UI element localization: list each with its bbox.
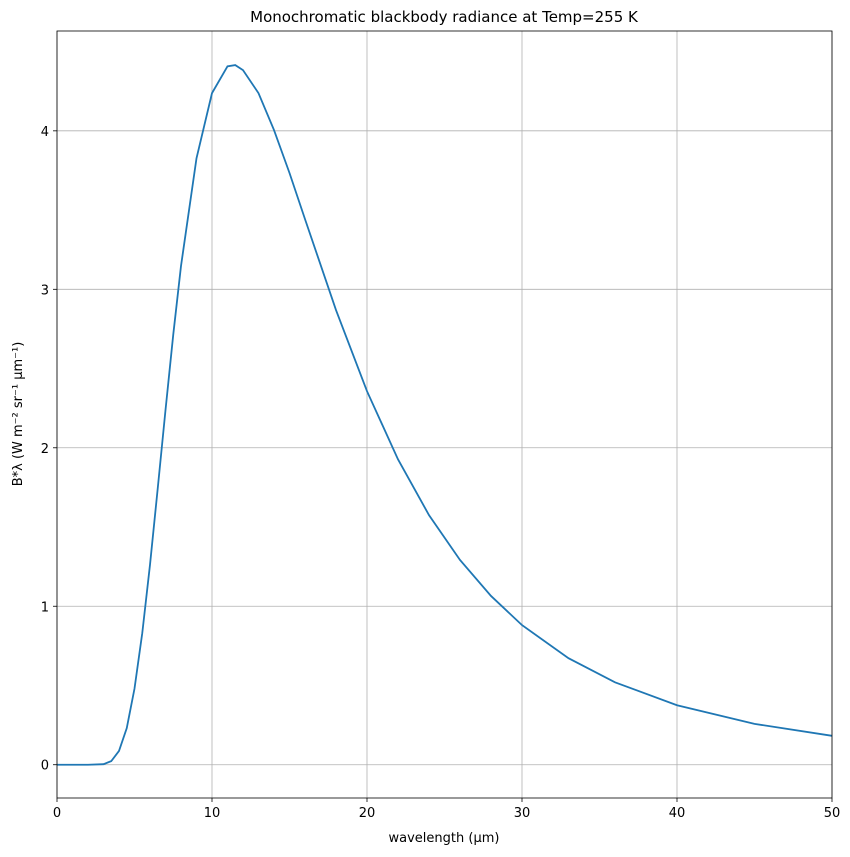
x-tick-label: 20: [359, 806, 376, 821]
x-tick-label: 40: [669, 806, 686, 821]
x-tick-label: 0: [53, 806, 61, 821]
x-tick-label: 10: [204, 806, 221, 821]
data-line: [57, 64, 833, 766]
plot-frame: [56, 30, 833, 799]
x-axis-label: wavelength (μm): [389, 831, 500, 846]
y-tick-label: 4: [41, 125, 49, 140]
y-tick-label: 2: [41, 442, 49, 457]
chart-title: Monochromatic blackbody radiance at Temp…: [250, 8, 639, 26]
y-tick-label: 1: [41, 600, 49, 615]
x-tick-label: 50: [824, 806, 841, 821]
x-tick-label: 30: [514, 806, 531, 821]
y-axis-label: B*λ (W m⁻² sr⁻¹ μm⁻¹): [11, 342, 26, 487]
y-tick-label: 0: [41, 759, 49, 774]
y-tick-label: 3: [41, 283, 49, 298]
